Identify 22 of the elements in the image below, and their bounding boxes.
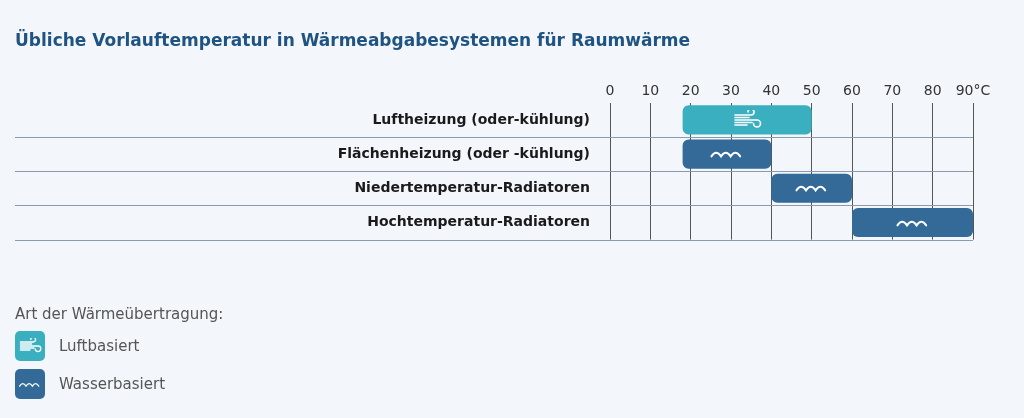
x-tick-label: 60 xyxy=(843,82,861,99)
y-tick-label: Luftheizung (oder-kühlung) xyxy=(372,110,590,127)
x-tick-label: 10 xyxy=(641,82,660,99)
x-tick-label: 20 xyxy=(681,82,700,99)
x-tick-label: 50 xyxy=(802,82,821,99)
legend-label: Wasserbasiert xyxy=(59,375,166,393)
x-tick-label: 80 xyxy=(923,82,942,99)
x-tick-label: 0 xyxy=(605,82,615,99)
bar xyxy=(682,105,812,135)
y-tick-label: Hochtemperatur-Radiatoren xyxy=(367,213,590,230)
x-tick-label: 90°C xyxy=(955,82,991,99)
y-tick-label: Niedertemperatur-Radiatoren xyxy=(354,178,590,195)
x-tick-label: 30 xyxy=(722,82,740,99)
bar xyxy=(771,173,852,203)
bar xyxy=(852,207,973,238)
legend-label: Luftbasiert xyxy=(59,337,140,355)
text: Übliche Vorlauftemperatur in Wärmeabgabesystemen für Raumwärme xyxy=(15,30,691,50)
x-tick-label: 40 xyxy=(762,82,781,99)
legend-title: Art der Wärmeübertragung: xyxy=(15,305,224,323)
x-tick-label: 70 xyxy=(883,82,902,99)
bar xyxy=(682,139,772,169)
y-tick-label: Flächenheizung (oder -kühlung) xyxy=(337,144,590,161)
